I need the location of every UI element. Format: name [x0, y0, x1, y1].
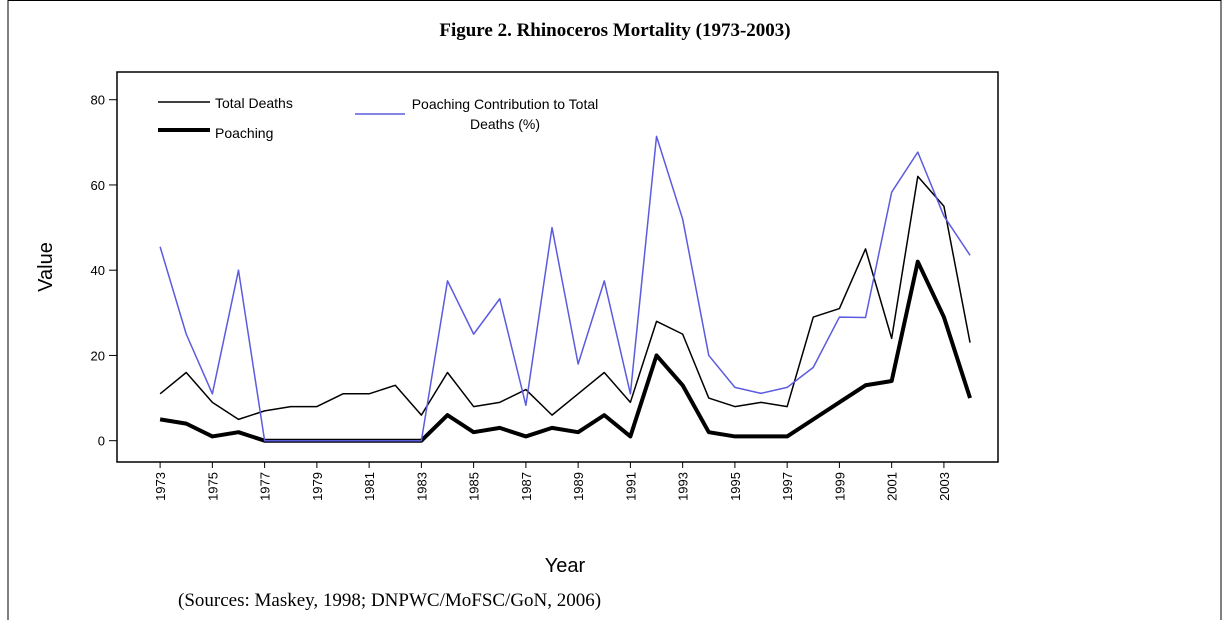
legend-label: Poaching Contribution to Total Deaths (%…: [411, 96, 599, 132]
x-tick-label: 1977: [258, 472, 273, 501]
x-tick-label: 1987: [519, 472, 534, 501]
frame: [7, 0, 1222, 620]
y-tick-label: 60: [91, 178, 105, 193]
y-tick-label: 80: [91, 93, 105, 108]
x-tick-label: 1973: [153, 472, 168, 501]
x-tick-label: 1995: [728, 472, 743, 501]
x-tick-label: 1989: [571, 472, 586, 501]
x-tick-label: 1999: [832, 472, 847, 501]
x-tick-label: 1993: [676, 472, 691, 501]
x-tick-label: 1983: [414, 472, 429, 501]
line-series: [159, 135, 971, 442]
y-tick-label: 0: [98, 434, 105, 449]
x-tick-label: 1979: [310, 472, 325, 501]
x-tick-label: 1975: [205, 472, 220, 501]
y-tick-label: 40: [91, 263, 105, 278]
x-axis-label: Year: [545, 555, 586, 577]
x-tick-label: 1985: [467, 472, 482, 501]
x-tick-label: 1991: [623, 472, 638, 501]
plot-area: [116, 71, 999, 463]
line-series: [159, 175, 971, 421]
legend-label: Total Deaths: [215, 95, 293, 111]
legend-label: Poaching: [215, 125, 274, 141]
source-note: (Sources: Maskey, 1998; DNPWC/MoFSC/GoN,…: [178, 590, 601, 611]
x-tick-label: 2003: [937, 472, 952, 501]
y-tick-label: 20: [91, 348, 105, 363]
x-tick-label: 1997: [780, 472, 795, 501]
x-tick-label: 1981: [362, 472, 377, 501]
y-axis-label: Value: [35, 242, 57, 292]
x-tick-label: 2001: [885, 472, 900, 501]
chart-title: Figure 2. Rhinoceros Mortality (1973-200…: [439, 20, 790, 41]
